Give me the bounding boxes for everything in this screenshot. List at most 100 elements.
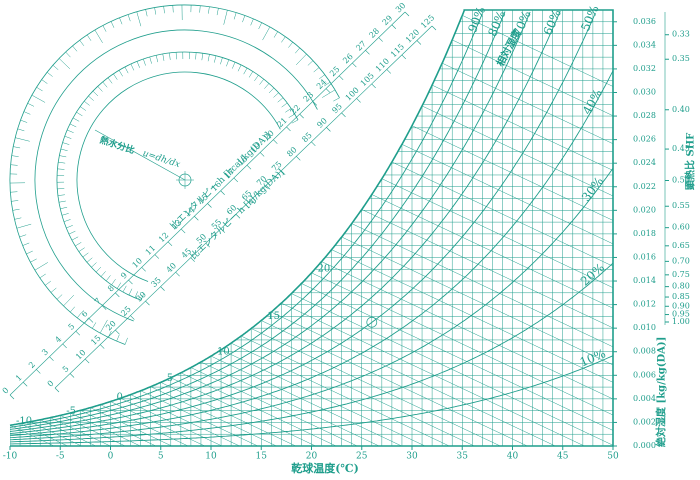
protractor-tick <box>116 334 120 342</box>
protractor-tick <box>86 257 93 263</box>
protractor-tick <box>207 54 210 62</box>
protractor-tick <box>100 271 106 277</box>
enthalpy-kcal-tick <box>365 50 370 55</box>
x-tick-label: 45 <box>557 452 569 462</box>
protractor-title: 熱水分比 <box>98 134 136 157</box>
enthalpy-kcal-tick <box>338 75 344 81</box>
wet-bulb-line <box>130 394 240 446</box>
protractor-tick <box>77 312 82 319</box>
enthalpy-kj-tick <box>280 170 286 176</box>
enthalpy-kcal-label: 0 <box>1 386 11 396</box>
protractor-tick <box>95 266 102 273</box>
protractor-tick <box>10 164 18 166</box>
protractor-tick <box>277 97 284 103</box>
enthalpy-kj-tick <box>416 40 422 45</box>
enthalpy-kj-tick <box>235 214 241 219</box>
wet-bulb-line <box>271 311 556 446</box>
protractor-tick <box>92 90 99 97</box>
rh-curve <box>9 70 614 439</box>
protractor-tick <box>226 59 230 67</box>
enthalpy-kcal-tick <box>115 292 120 298</box>
enthalpy-kcal-label: 7 <box>93 296 103 306</box>
protractor-tick <box>72 45 78 52</box>
wet-bulb-line <box>281 302 585 446</box>
protractor-tick <box>102 81 108 88</box>
wet-bulb-line <box>391 161 613 446</box>
shf-tick-label: 0.70 <box>672 256 690 265</box>
enthalpy-kj-tick <box>190 257 195 262</box>
enthalpy-kcal-tick <box>220 190 225 195</box>
protractor-tick <box>62 142 70 145</box>
protractor-tick <box>122 285 127 293</box>
protractor-tick <box>34 262 48 271</box>
protractor-tick <box>127 14 131 22</box>
wet-bulb-line <box>190 367 358 446</box>
protractor-tick <box>92 322 97 329</box>
x-tick-label: 0 <box>108 452 114 462</box>
wet-bulb-line <box>351 223 613 446</box>
enthalpy-kcal-tick <box>22 382 28 387</box>
enthalpy-kj-axis <box>54 25 433 389</box>
protractor-tick <box>75 242 82 247</box>
wet-bulb-line <box>371 194 613 446</box>
x-tick-label: -5 <box>56 452 65 462</box>
rh-curve <box>9 12 596 437</box>
protractor-tick <box>56 294 63 300</box>
protractor-tick <box>31 94 46 103</box>
x-tick-label: 40 <box>507 452 519 462</box>
protractor-tick <box>14 217 22 220</box>
protractor-tick <box>57 168 65 170</box>
protractor-tick <box>155 55 159 63</box>
protractor-tick <box>113 73 118 80</box>
y-axis-title: 絶対湿度 [kg/kg(DA)] <box>655 337 668 447</box>
protractor-arc <box>34 29 318 322</box>
protractor-tick <box>307 60 314 66</box>
protractor-tick <box>79 40 85 46</box>
protractor-tick <box>99 319 108 334</box>
enthalpy-kj-label: 0 <box>46 379 56 389</box>
protractor-tick <box>91 262 97 268</box>
protractor-tick <box>57 194 65 196</box>
protractor-tick <box>58 58 71 70</box>
x-axis-title: 乾球温度(℃) <box>291 461 359 475</box>
protractor-tick <box>12 208 20 211</box>
y-tick-label: 0.030 <box>633 87 656 96</box>
shf-tick-label: 0.60 <box>672 223 690 232</box>
protractor-tick <box>201 53 204 61</box>
shf-tick-label: 0.85 <box>672 292 690 301</box>
enthalpy-kcal-tick <box>88 318 94 323</box>
wet-bulb-label: 20 <box>318 263 331 274</box>
y-tick-label: 0.036 <box>633 17 656 26</box>
x-tick-label: 35 <box>457 452 469 462</box>
shf-tick-label: 0.65 <box>672 241 690 250</box>
protractor-tick <box>195 52 197 60</box>
rh-label: 80% <box>485 9 508 39</box>
wet-bulb-label: 0 <box>117 392 123 403</box>
protractor-tick <box>220 57 223 65</box>
protractor-tick <box>50 287 57 293</box>
protractor-tick <box>259 78 265 85</box>
protractor-tick <box>143 58 146 66</box>
y-tick-label: 0.006 <box>633 370 656 379</box>
x-tick-label: 50 <box>607 452 619 462</box>
protractor-tick <box>41 79 48 84</box>
protractor-tick <box>72 117 80 122</box>
protractor-tick <box>162 53 165 61</box>
protractor-tick <box>71 236 79 241</box>
protractor-tick <box>63 294 75 307</box>
y-tick-label: 0.018 <box>633 229 656 238</box>
protractor-tick <box>15 137 30 142</box>
enthalpy-kcal-label: 2 <box>27 360 37 370</box>
wet-bulb-label: 5 <box>167 373 173 384</box>
protractor-tick <box>64 135 72 139</box>
protractor-tick <box>273 92 279 98</box>
enthalpy-kcal-tick <box>180 228 186 234</box>
enthalpy-kj-tick <box>250 199 256 204</box>
protractor-tick <box>105 275 111 282</box>
protractor-tick <box>118 70 123 77</box>
wet-bulb-line <box>220 349 426 446</box>
protractor-tick <box>30 258 37 263</box>
protractor-tick <box>17 128 25 132</box>
wet-bulb-line <box>261 320 528 446</box>
x-tick-label: 20 <box>306 452 318 462</box>
